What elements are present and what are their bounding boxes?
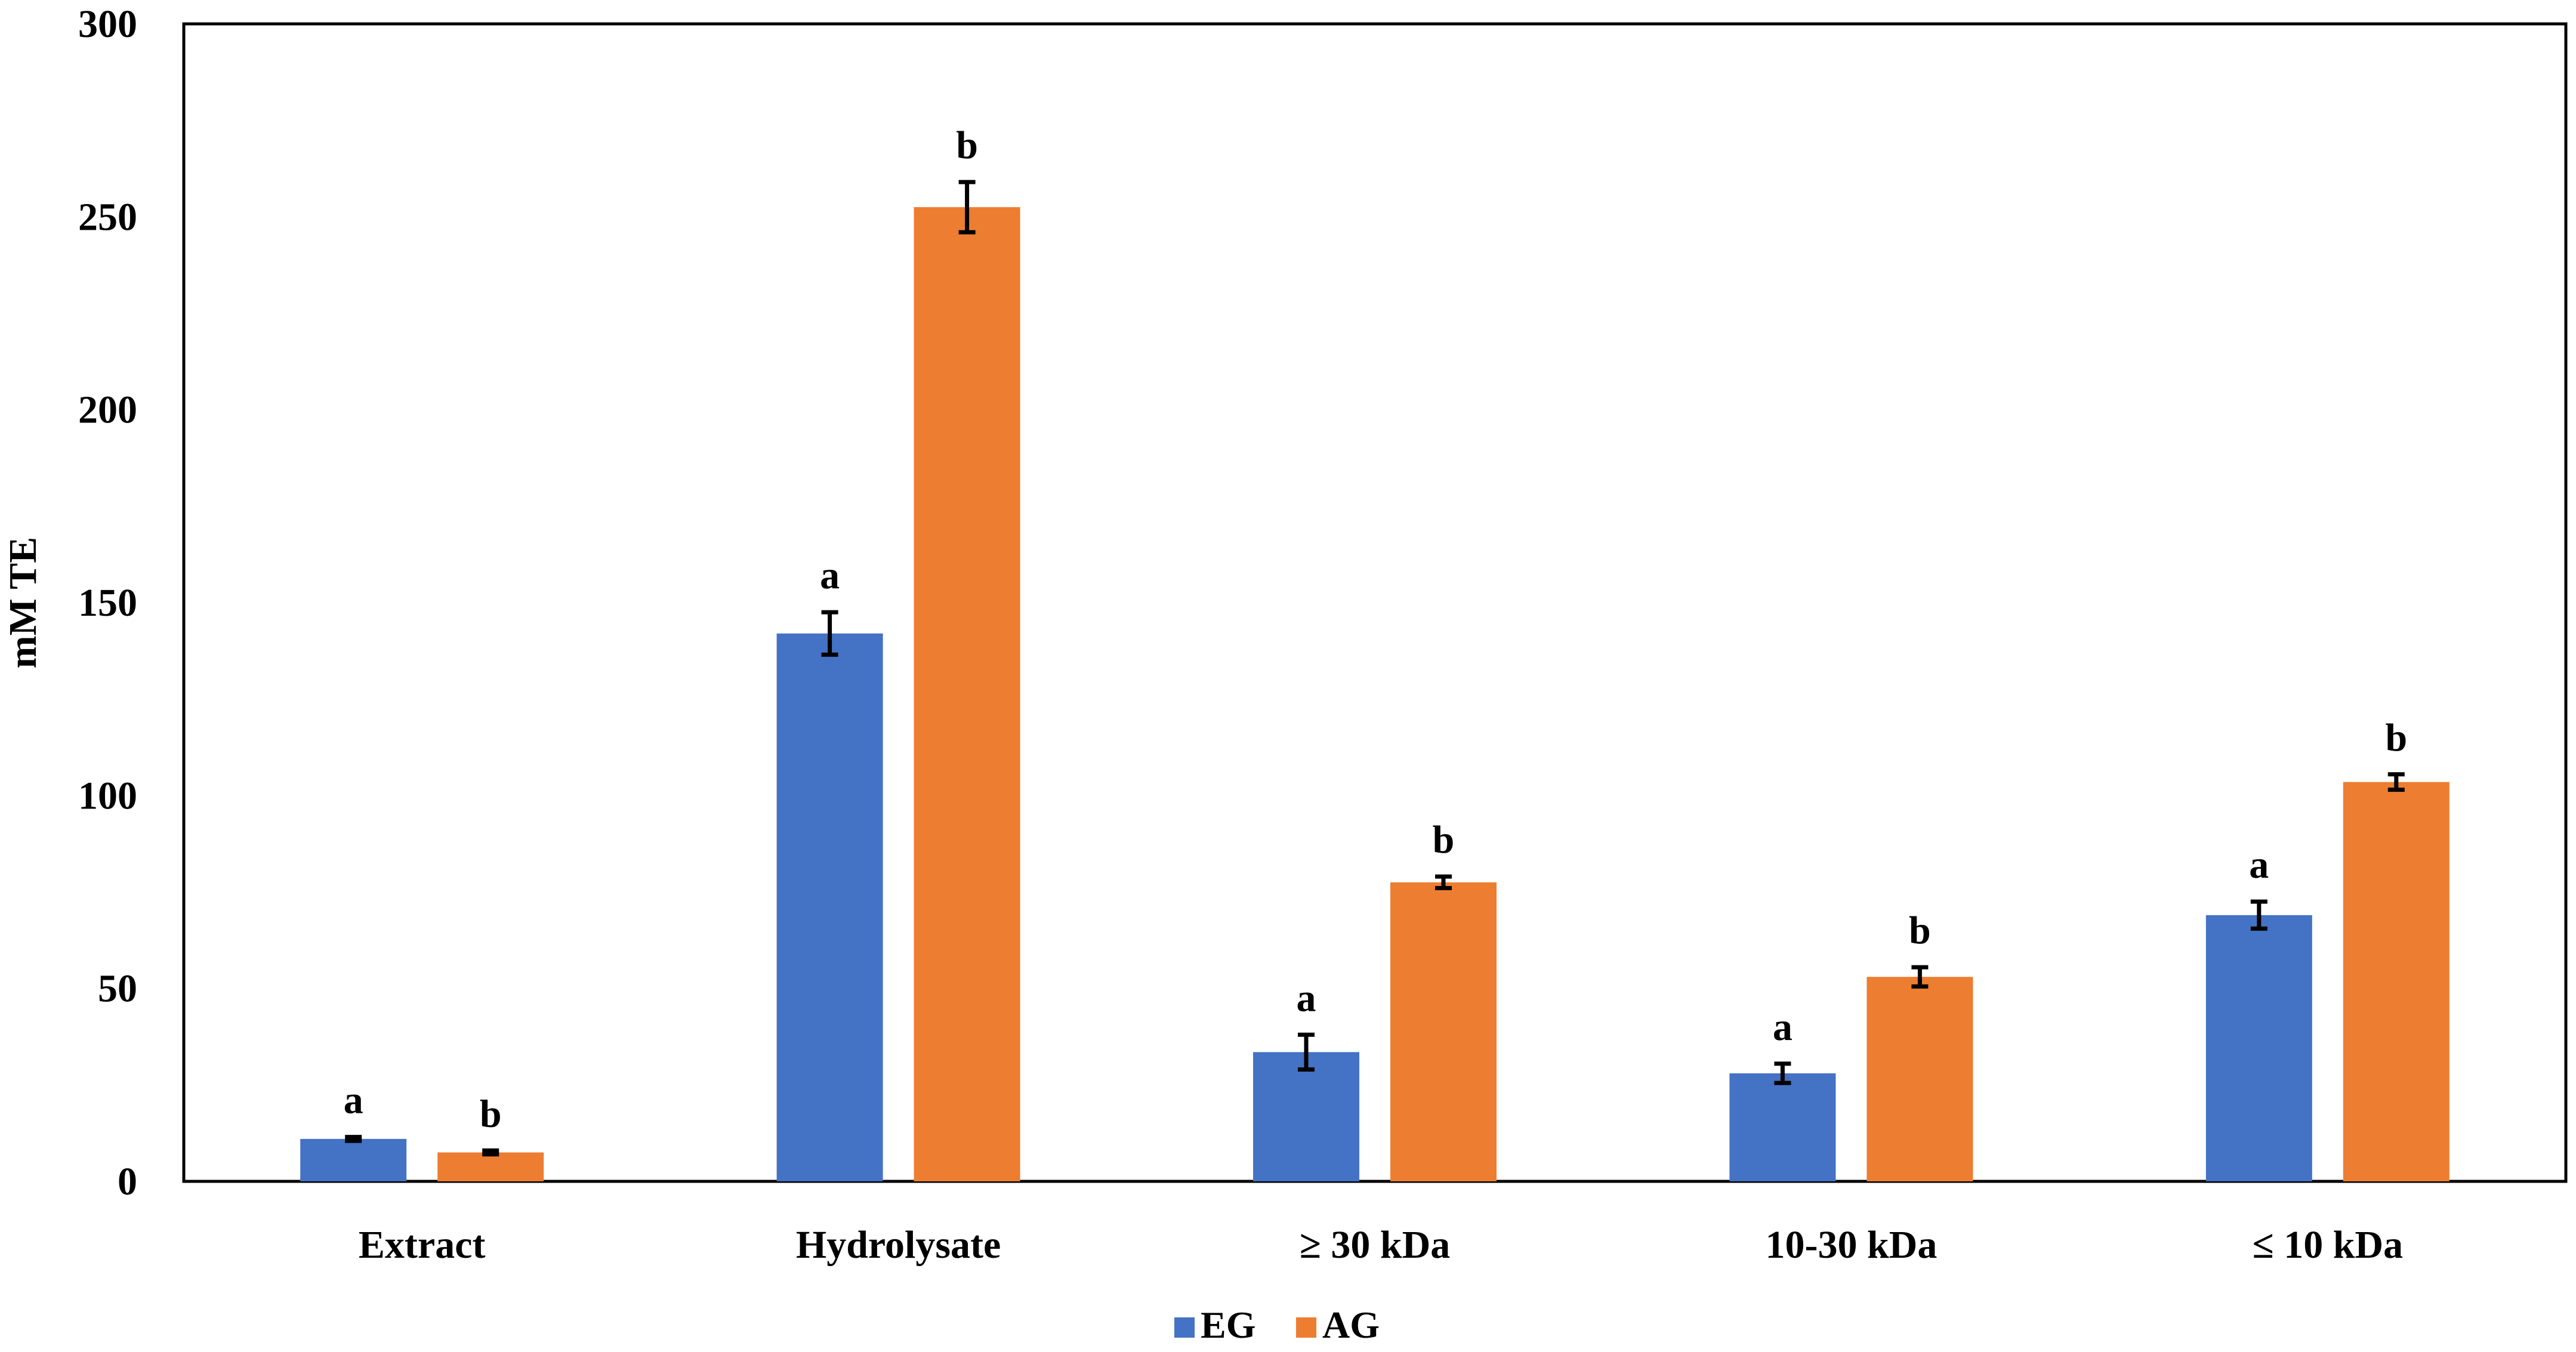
- significance-label: a: [2249, 843, 2269, 887]
- significance-label: b: [480, 1092, 502, 1135]
- significance-label: b: [1433, 818, 1455, 862]
- bar-eg: [2205, 915, 2312, 1181]
- significance-label: a: [344, 1079, 363, 1122]
- legend-label-eg: EG: [1201, 1304, 1255, 1346]
- bar-eg: [1729, 1073, 1836, 1181]
- y-tick-label: 150: [78, 581, 137, 625]
- plot-frame: [182, 22, 2568, 1183]
- y-tick-label: 50: [98, 967, 137, 1011]
- y-tick-label: 0: [118, 1160, 137, 1203]
- legend-label-ag: AG: [1322, 1304, 1380, 1346]
- y-tick-label: 100: [78, 774, 137, 817]
- legend-swatch-eg: [1174, 1317, 1195, 1338]
- bar-ag: [1390, 882, 1497, 1181]
- category-label: ≤ 10 kDa: [2253, 1223, 2404, 1267]
- significance-label: b: [1909, 909, 1931, 952]
- category-label: 10-30 kDa: [1765, 1223, 1937, 1267]
- bar-ag: [914, 207, 1020, 1182]
- category-label: ≥ 30 kDa: [1300, 1223, 1451, 1267]
- significance-label: a: [820, 554, 840, 597]
- category-label: Extract: [359, 1223, 486, 1267]
- significance-label: a: [1773, 1005, 1793, 1049]
- bar-ag: [1867, 977, 1973, 1181]
- bar-ag: [2343, 782, 2449, 1181]
- bar-eg: [776, 633, 883, 1181]
- y-tick-label: 300: [78, 2, 137, 46]
- bar-ag: [437, 1152, 544, 1181]
- legend-swatch-ag: [1296, 1317, 1316, 1338]
- bar-eg: [1253, 1052, 1359, 1181]
- legend: EG AG: [1174, 1304, 1380, 1346]
- significance-label: b: [956, 124, 978, 167]
- significance-label: b: [2385, 716, 2407, 760]
- x-axis-categories: Extract Hydrolysate ≥ 30 kDa 10-30 kDa ≤ 10 …: [359, 1223, 2403, 1267]
- y-axis-ticks: 0 50 100 150 200 250 300: [78, 2, 137, 1203]
- y-tick-label: 200: [78, 388, 137, 432]
- significance-label: a: [1297, 976, 1316, 1020]
- y-tick-label: 250: [78, 195, 137, 239]
- category-label: Hydrolysate: [796, 1223, 1001, 1267]
- y-axis-label: mM TE: [1, 537, 45, 669]
- bar-eg: [300, 1138, 407, 1181]
- bars: a b a b a b a b a b: [300, 124, 2449, 1182]
